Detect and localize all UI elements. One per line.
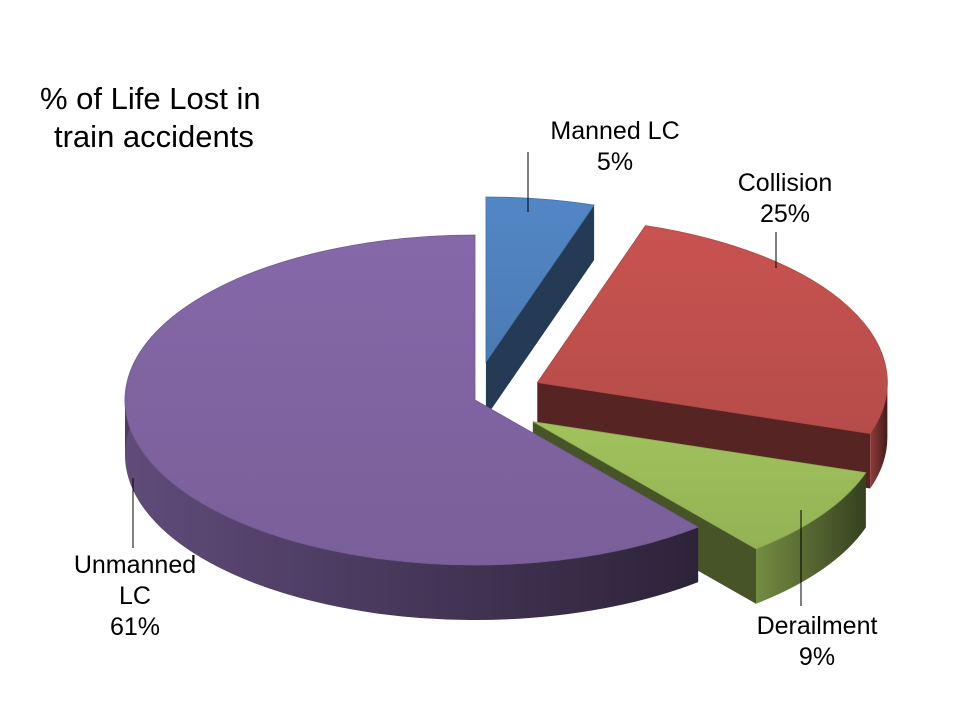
chart-title: % of Life Lost in train accidents bbox=[40, 80, 340, 156]
slice-side-manned-lc bbox=[485, 205, 595, 417]
slice-unmanned-lc bbox=[124, 234, 700, 566]
slice-collision bbox=[536, 225, 888, 434]
slice-value-unmanned-lc: 61% bbox=[109, 613, 161, 641]
slice-wall-unmanned-lc bbox=[125, 400, 699, 620]
slice-name-derailment: Derailment bbox=[756, 612, 878, 640]
slice-label-manned-lc: Manned LC 5% bbox=[520, 116, 710, 178]
slice-label-derailment: Derailment 9% bbox=[732, 611, 902, 673]
slice-name-manned-lc: Manned LC bbox=[550, 117, 680, 145]
slice-wall-derailment bbox=[755, 472, 866, 604]
chart-title-line-2: train accidents bbox=[54, 119, 254, 154]
slice-name-collision: Collision bbox=[737, 169, 833, 197]
slice-label-collision: Collision 25% bbox=[700, 168, 870, 230]
slice-manned-lc bbox=[485, 196, 595, 364]
chart-title-line-1: % of Life Lost in bbox=[40, 81, 261, 116]
slice-value-collision: 25% bbox=[759, 200, 811, 228]
slice-name-unmanned-lc-2: LC bbox=[119, 582, 151, 610]
slice-value-derailment: 9% bbox=[798, 643, 836, 671]
slice-label-unmanned-lc: Unmanned LC 61% bbox=[50, 550, 220, 643]
slice-value-manned-lc: 5% bbox=[596, 148, 634, 176]
slice-cut-face-manned-lc-1 bbox=[485, 205, 595, 417]
slice-derailment bbox=[532, 421, 867, 550]
slice-name-unmanned-lc-1: Unmanned bbox=[73, 551, 197, 579]
